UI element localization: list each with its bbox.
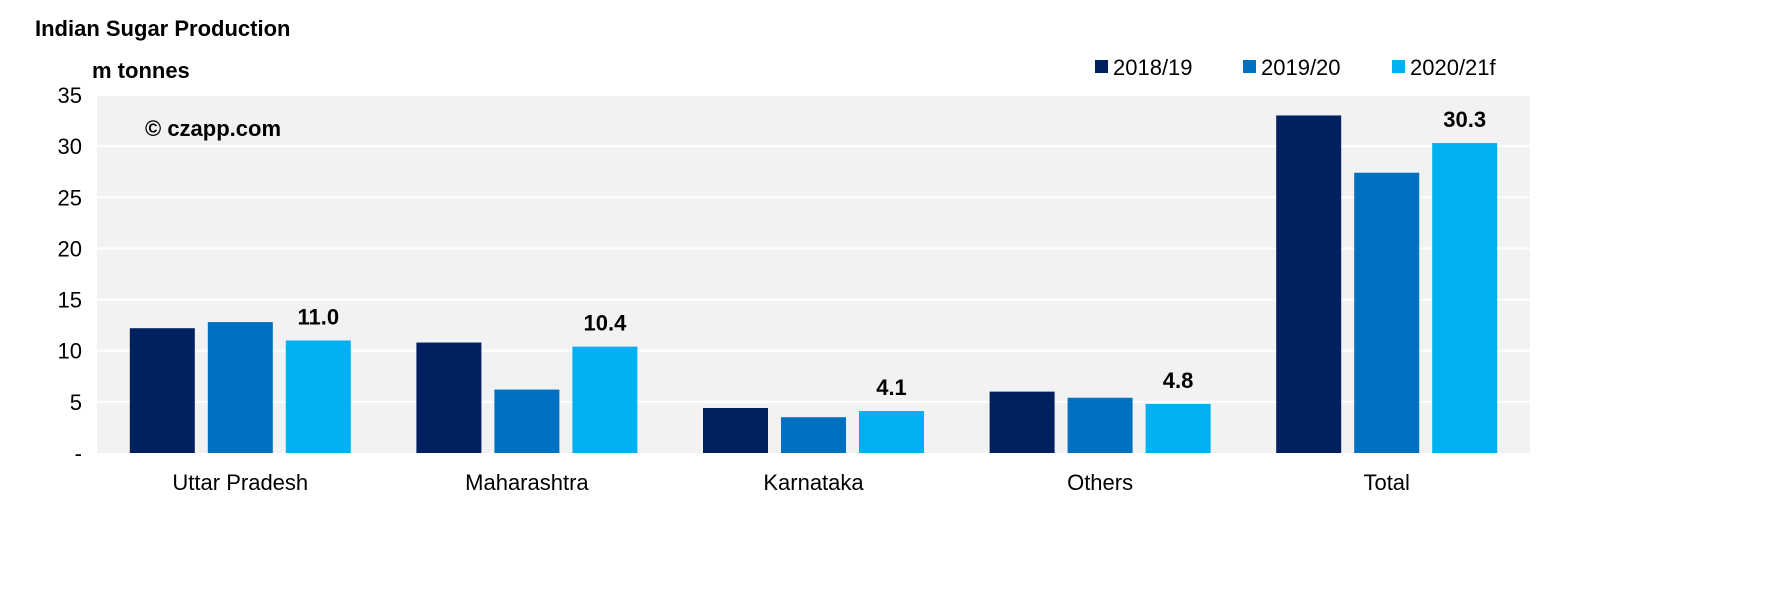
data-label: 4.1 xyxy=(876,375,907,400)
bar-201819 xyxy=(416,342,482,453)
y-tick-label: 30 xyxy=(58,134,82,159)
bar-202021f xyxy=(859,411,924,453)
y-axis-label: m tonnes xyxy=(92,58,190,83)
y-tick-label: 15 xyxy=(58,288,82,313)
bar-201920 xyxy=(781,417,846,453)
data-label: 10.4 xyxy=(583,311,627,336)
y-tick-label: 10 xyxy=(58,339,82,364)
y-tick-label: 5 xyxy=(70,390,82,415)
bar-201920 xyxy=(207,322,273,453)
data-label: 4.8 xyxy=(1163,368,1194,393)
bar-201920 xyxy=(494,389,560,453)
bar-201819 xyxy=(129,328,195,453)
x-tick-label: Total xyxy=(1363,470,1409,495)
y-tick-label: - xyxy=(75,441,82,466)
legend-label: 2020/21f xyxy=(1410,55,1497,80)
bar-202021f xyxy=(1145,403,1211,453)
x-tick-label: Others xyxy=(1067,470,1133,495)
legend-swatch xyxy=(1392,60,1405,73)
y-tick-label: 25 xyxy=(58,185,82,210)
data-label: 11.0 xyxy=(297,304,339,329)
bar-202021f xyxy=(1432,143,1498,453)
bar-201920 xyxy=(1354,172,1420,454)
data-label: 30.3 xyxy=(1443,107,1486,132)
legend-swatch xyxy=(1243,60,1256,73)
bar-202021f xyxy=(572,346,638,453)
watermark: © czapp.com xyxy=(145,116,281,141)
bar-201819 xyxy=(989,391,1055,453)
bar-201920 xyxy=(1067,397,1133,453)
y-tick-label: 20 xyxy=(58,236,82,261)
bar-201819 xyxy=(1276,115,1342,453)
legend-swatch xyxy=(1095,60,1108,73)
bar-201819 xyxy=(703,407,768,453)
bar-202021f xyxy=(285,340,351,453)
legend-label: 2019/20 xyxy=(1261,55,1341,80)
legend-label: 2018/19 xyxy=(1113,55,1193,80)
x-tick-label: Karnataka xyxy=(763,470,864,495)
chart-title: Indian Sugar Production xyxy=(35,16,290,41)
x-tick-label: Uttar Pradesh xyxy=(172,470,308,495)
x-tick-label: Maharashtra xyxy=(465,470,589,495)
y-tick-label: 35 xyxy=(58,83,82,108)
